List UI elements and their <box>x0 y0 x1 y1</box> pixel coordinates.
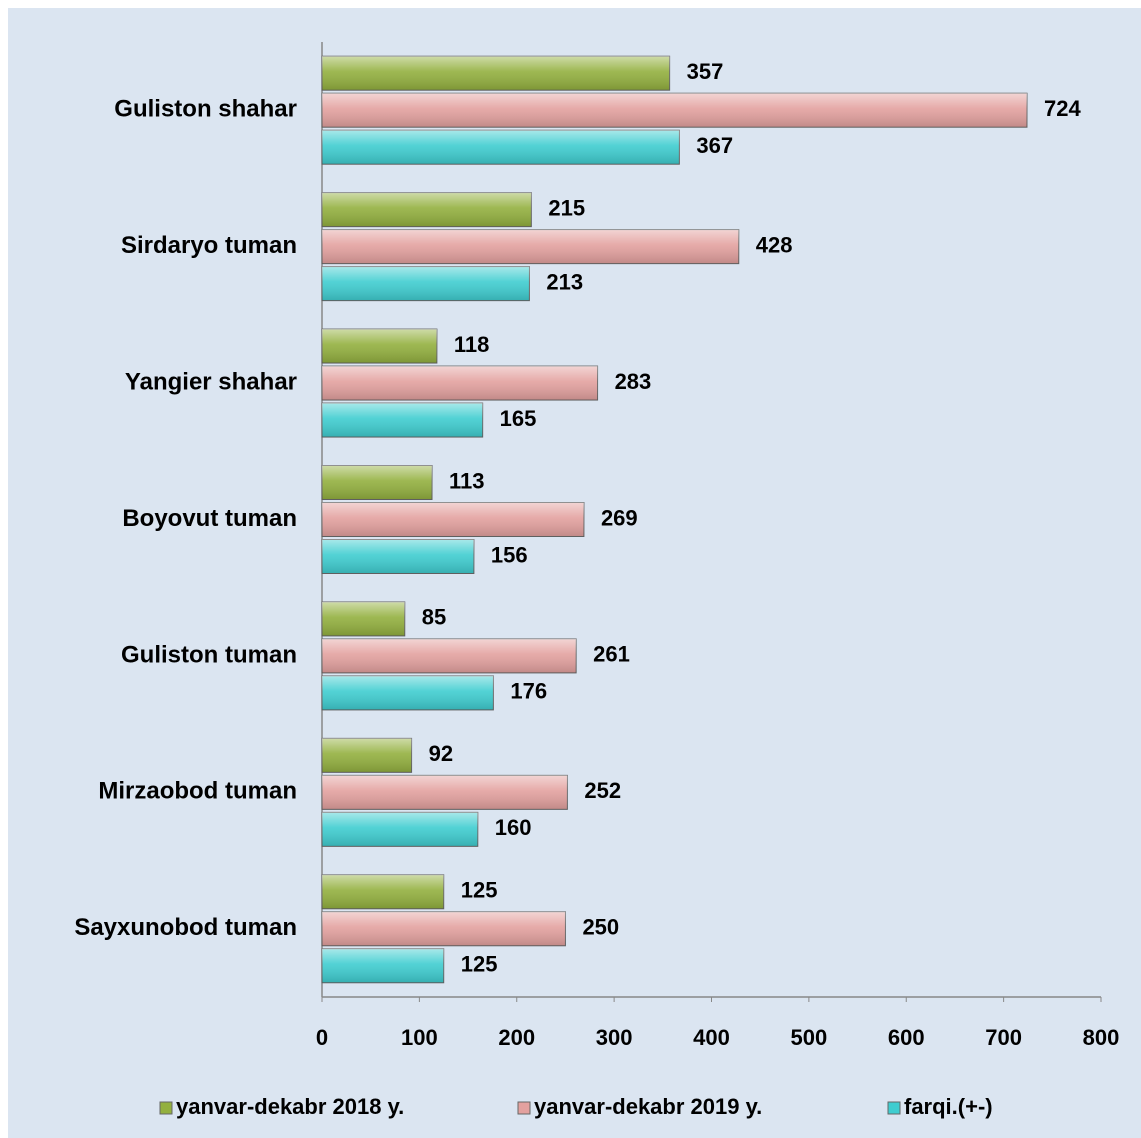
y-tick-label: Mirzaobod tuman <box>98 778 297 805</box>
value-label: 252 <box>584 778 621 803</box>
y-tick-label: Yangier shahar <box>125 368 297 395</box>
bar-shine <box>322 329 437 364</box>
bar-shine <box>322 56 670 91</box>
y-tick-label: Guliston shahar <box>114 96 297 123</box>
bar-shine <box>322 130 680 165</box>
x-tick-label: 300 <box>596 1025 633 1050</box>
bar-shine <box>322 502 584 537</box>
value-label: 428 <box>756 232 793 257</box>
bar-shine <box>322 93 1027 128</box>
bar-shine <box>322 911 566 946</box>
y-tick-label: Boyovut tuman <box>122 505 297 532</box>
x-tick-label: 500 <box>791 1025 828 1050</box>
bar-shine <box>322 601 405 636</box>
x-tick-label: 600 <box>888 1025 925 1050</box>
legend-marker <box>159 1101 173 1115</box>
legend-marker <box>517 1101 531 1115</box>
value-label: 261 <box>593 642 630 667</box>
value-label: 125 <box>461 878 498 903</box>
x-tick-label: 800 <box>1083 1025 1120 1050</box>
value-label: 118 <box>454 332 490 357</box>
value-label: 250 <box>582 915 619 940</box>
value-label: 85 <box>422 605 446 630</box>
bar-shine <box>322 874 444 909</box>
bar-shine <box>322 192 532 227</box>
bar-shine <box>322 775 568 810</box>
bar-shine <box>322 403 483 438</box>
legend-marker <box>887 1101 901 1115</box>
bar-shine <box>322 948 444 983</box>
legend-label: yanvar-dekabr 2019 y. <box>534 1094 762 1119</box>
value-label: 165 <box>500 406 537 431</box>
x-tick-label: 0 <box>316 1025 328 1050</box>
value-label: 92 <box>429 741 453 766</box>
bar-shine <box>322 539 474 574</box>
value-label: 156 <box>491 542 528 567</box>
value-label: 125 <box>461 952 498 977</box>
bar-shine <box>322 229 739 264</box>
chart-background <box>8 8 1141 1138</box>
value-label: 215 <box>548 195 585 220</box>
value-label: 160 <box>495 815 532 840</box>
value-label: 357 <box>687 59 724 84</box>
bar-shine <box>322 366 598 401</box>
value-label: 367 <box>696 133 733 158</box>
bar-shine <box>322 638 577 673</box>
y-tick-label: Sirdaryo tuman <box>121 232 297 259</box>
x-tick-label: 400 <box>693 1025 730 1050</box>
y-tick-label: Sayxunobod tuman <box>74 914 297 941</box>
bar-shine <box>322 465 433 500</box>
x-tick-label: 700 <box>985 1025 1022 1050</box>
bar-shine <box>322 738 412 773</box>
x-tick-label: 200 <box>498 1025 535 1050</box>
value-label: 113 <box>449 468 485 493</box>
y-tick-label: Guliston tuman <box>121 641 297 668</box>
value-label: 213 <box>546 269 583 294</box>
x-tick-label: 100 <box>401 1025 438 1050</box>
legend-label: yanvar-dekabr 2018 y. <box>176 1094 404 1119</box>
bar-shine <box>322 675 494 710</box>
value-label: 283 <box>615 369 652 394</box>
value-label: 724 <box>1044 96 1081 121</box>
bar-shine <box>322 266 530 301</box>
value-label: 269 <box>601 505 638 530</box>
value-label: 176 <box>510 679 547 704</box>
bar-shine <box>322 812 478 847</box>
legend-label: farqi.(+-) <box>904 1094 993 1119</box>
